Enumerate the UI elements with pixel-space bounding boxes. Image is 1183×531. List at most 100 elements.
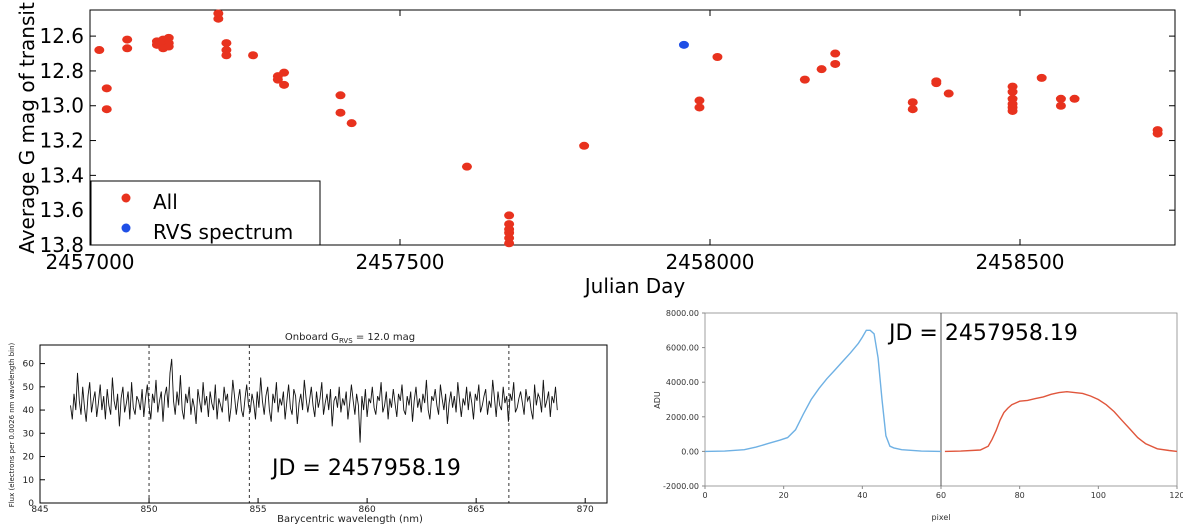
data-point-all bbox=[335, 108, 346, 117]
data-point-all bbox=[1007, 87, 1018, 96]
y-tick-label: 13.2 bbox=[39, 129, 84, 153]
adu-x-tick-label: 100 bbox=[1091, 491, 1106, 500]
spectrum-y-axis-label: Flux (electrons per 0.0026 nm wavelength… bbox=[8, 342, 16, 507]
spectrum-jd-annotation: JD = 2457958.19 bbox=[270, 456, 461, 481]
data-point-all bbox=[101, 105, 112, 114]
data-point-all bbox=[346, 119, 357, 128]
adu-y-tick-label: 4000.00 bbox=[666, 378, 699, 387]
spectrum-y-tick-label: 60 bbox=[23, 360, 35, 370]
adu-profile-chart: -2000.00 0.00 2000.00 4000.00 6000.00 8000.00… bbox=[640, 305, 1183, 527]
spectrum-title: Onboard GRVS = 12.0 mag bbox=[285, 332, 415, 345]
spectrum-y-tick-label: 20 bbox=[23, 453, 35, 463]
x-tick-label: 2458000 bbox=[665, 250, 754, 274]
adu-y-tick-label: -2000.00 bbox=[663, 482, 699, 491]
adu-y-tick-label: 2000.00 bbox=[666, 413, 699, 422]
spectrum-title-suffix: = 12.0 mag bbox=[353, 332, 415, 343]
y-tick-label: 13.4 bbox=[39, 163, 84, 187]
adu-profile-line-right bbox=[944, 390, 1178, 453]
data-point-all bbox=[830, 59, 841, 68]
data-point-rvs bbox=[678, 40, 689, 49]
x-axis-label: Julian Day bbox=[583, 274, 686, 298]
data-point-all bbox=[1055, 94, 1066, 103]
data-point-all bbox=[943, 89, 954, 98]
data-point-all bbox=[1069, 94, 1080, 103]
data-point-all bbox=[907, 105, 918, 114]
spectrum-x-tick-label: 865 bbox=[468, 505, 485, 515]
adu-x-tick-label: 0 bbox=[702, 491, 707, 500]
legend-box bbox=[90, 180, 321, 246]
spectrum-x-tick-label: 845 bbox=[31, 505, 48, 515]
data-point-all bbox=[335, 91, 346, 100]
data-point-all bbox=[122, 44, 133, 53]
adu-y-tick-label: 6000.00 bbox=[666, 344, 699, 353]
adu-y-axis-label: ADU bbox=[653, 391, 662, 409]
spectrum-y-tick-label: 50 bbox=[23, 383, 35, 393]
data-point-all bbox=[461, 162, 472, 171]
spectrum-y-tick-label: 10 bbox=[23, 476, 35, 486]
x-tick-label: 2457000 bbox=[45, 250, 134, 274]
rvs-spectrum-chart: Onboard GRVS = 12.0 mag 0 10 20 30 40 50 60 84… bbox=[0, 325, 610, 527]
data-point-all bbox=[579, 141, 590, 150]
adu-x-tick-label: 80 bbox=[1015, 491, 1025, 500]
data-point-all bbox=[931, 79, 942, 88]
spectrum-y-tick-label: 40 bbox=[23, 406, 35, 416]
adu-x-tick-label: 40 bbox=[857, 491, 867, 500]
data-point-all bbox=[94, 46, 105, 55]
adu-x-tick-label: 120 bbox=[1169, 491, 1183, 500]
data-point-all bbox=[221, 51, 232, 60]
plot-frame bbox=[89, 9, 1176, 246]
data-point-all bbox=[694, 96, 705, 105]
adu-jd-annotation: JD = 2457958.19 bbox=[887, 321, 1078, 346]
data-point-all bbox=[1152, 129, 1163, 138]
data-point-all bbox=[213, 14, 224, 23]
spectrum-y-tick-label: 30 bbox=[23, 429, 35, 439]
data-point-all bbox=[1036, 73, 1047, 82]
adu-y-tick-label: 0.00 bbox=[681, 447, 699, 456]
spectrum-line bbox=[70, 358, 558, 443]
adu-x-axis-label: pixel bbox=[932, 513, 951, 522]
data-point-all bbox=[248, 51, 259, 60]
data-point-all bbox=[816, 65, 827, 74]
data-point-all bbox=[272, 75, 283, 84]
spectrum-title-subscript: RVS bbox=[339, 337, 353, 345]
data-point-all bbox=[907, 98, 918, 107]
legend-label-all: All bbox=[153, 190, 178, 214]
data-point-all bbox=[122, 35, 133, 44]
spectrum-x-tick-label: 855 bbox=[249, 505, 266, 515]
rvs-spectrum-plot: Onboard GRVS = 12.0 mag 0 10 20 30 40 50 60 84… bbox=[8, 332, 608, 525]
transit-magnitude-plot: 12.6 12.8 13.0 13.2 13.4 13.6 13.8 2457000 2457… bbox=[15, 2, 1176, 298]
adu-x-tick-label: 20 bbox=[779, 491, 789, 500]
data-point-all bbox=[504, 211, 515, 220]
y-tick-label: 13.0 bbox=[39, 94, 84, 118]
spectrum-x-tick-label: 850 bbox=[140, 505, 157, 515]
legend-marker-rvs bbox=[121, 223, 131, 233]
y-axis-label: Average G mag of transit bbox=[15, 2, 39, 254]
data-point-all bbox=[712, 53, 723, 61]
adu-x-tick-label: 60 bbox=[936, 491, 946, 500]
data-point-all bbox=[163, 42, 174, 51]
adu-profile-plot: -2000.00 0.00 2000.00 4000.00 6000.00 8000.00… bbox=[653, 309, 1183, 522]
data-point-all bbox=[1007, 106, 1018, 115]
legend-label-rvs: RVS spectrum bbox=[153, 220, 293, 244]
adu-y-tick-label: 8000.00 bbox=[666, 309, 699, 318]
x-tick-label: 2458500 bbox=[975, 250, 1064, 274]
spectrum-x-tick-label: 860 bbox=[359, 505, 376, 515]
transit-magnitude-chart: 12.6 12.8 13.0 13.2 13.4 13.6 13.8 2457000 2457… bbox=[15, 2, 1176, 298]
data-point-all bbox=[279, 80, 290, 89]
spectrum-frame bbox=[39, 344, 608, 504]
y-tick-label: 12.8 bbox=[39, 59, 84, 83]
spectrum-x-tick-label: 870 bbox=[577, 505, 594, 515]
spectrum-x-axis-label: Barycentric wavelength (nm) bbox=[277, 514, 423, 525]
spectrum-y-tick-label: 0 bbox=[28, 499, 34, 509]
adu-profile-line-left bbox=[704, 329, 942, 453]
data-point-all bbox=[221, 39, 232, 48]
data-point-all bbox=[279, 68, 290, 77]
y-tick-label: 12.6 bbox=[39, 24, 84, 48]
data-point-all bbox=[101, 84, 112, 93]
y-tick-label: 13.6 bbox=[39, 198, 84, 222]
data-point-all bbox=[694, 103, 705, 112]
legend: All RVS spectrum bbox=[90, 180, 321, 246]
data-point-all bbox=[1055, 101, 1066, 110]
data-point-all bbox=[799, 75, 810, 84]
y-tick-label: 13.8 bbox=[39, 233, 84, 257]
